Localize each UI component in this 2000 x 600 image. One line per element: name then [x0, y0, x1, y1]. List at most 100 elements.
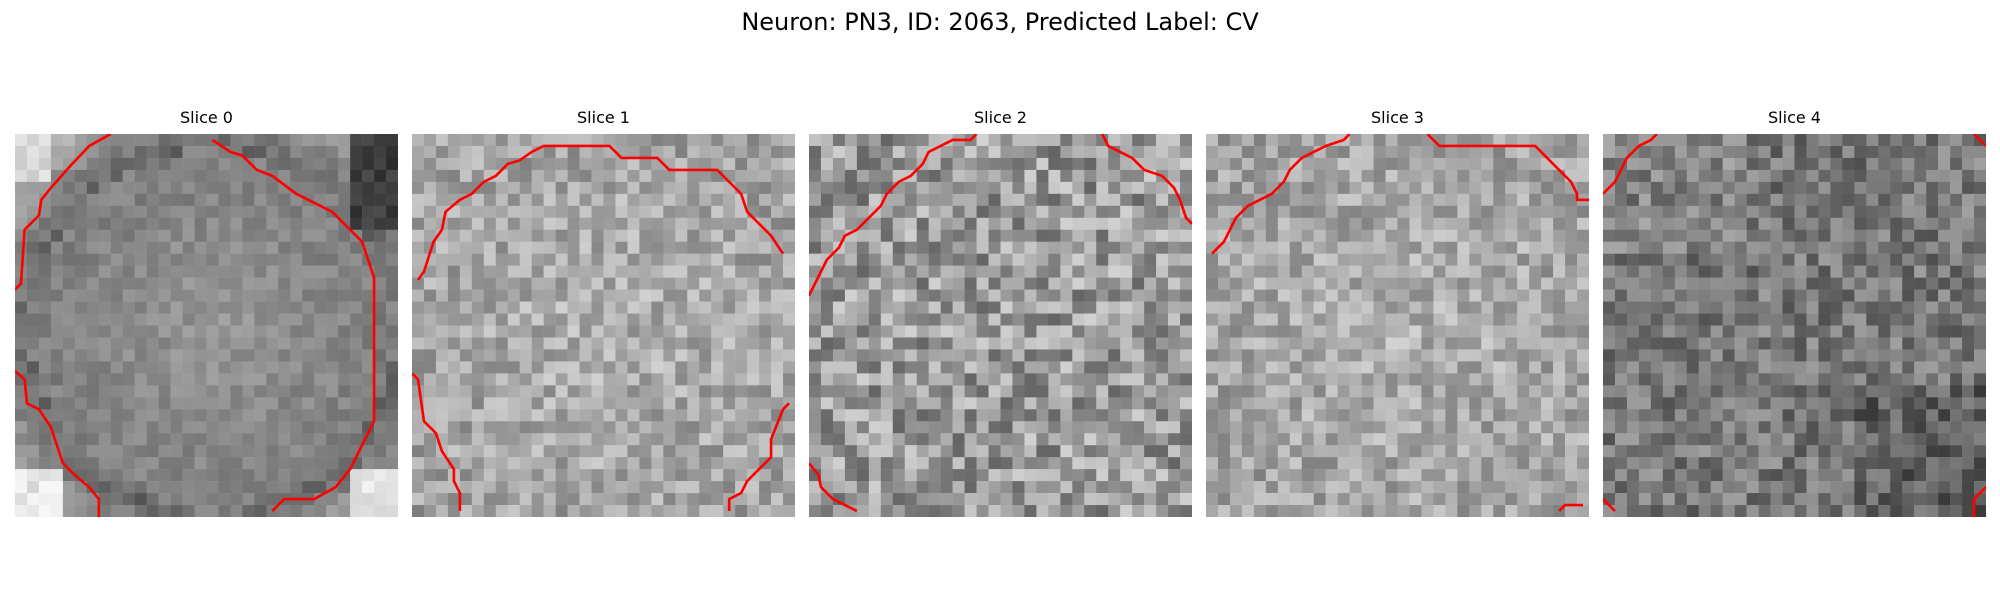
pixel: [555, 145, 568, 159]
pixel: [1650, 313, 1664, 326]
pixel: [1481, 157, 1494, 171]
pixel: [1662, 193, 1676, 207]
pixel: [1650, 409, 1664, 422]
pixel: [627, 301, 640, 314]
pixel: [62, 433, 76, 446]
pixel: [868, 181, 882, 195]
pixel: [904, 325, 917, 338]
pixel: [1349, 134, 1362, 147]
pixel: [1565, 289, 1578, 302]
pixel: [1241, 169, 1255, 183]
pixel: [158, 217, 171, 230]
pixel: [1493, 325, 1506, 338]
pixel: [1217, 421, 1231, 434]
pixel: [543, 193, 556, 207]
pixel: [338, 265, 351, 278]
pixel: [1469, 241, 1482, 254]
pixel: [1902, 289, 1915, 302]
pixel: [435, 469, 449, 482]
pixel: [1662, 229, 1676, 242]
pixel: [326, 337, 339, 350]
pixel: [1206, 373, 1219, 386]
pixel: [1926, 361, 1939, 374]
pixel: [1337, 181, 1350, 195]
pixel: [1614, 229, 1628, 242]
pixel: [1325, 469, 1338, 482]
pixel: [1734, 289, 1747, 302]
pixel: [976, 397, 989, 410]
pixel: [230, 217, 243, 230]
pixel: [447, 134, 461, 147]
pixel: [386, 421, 398, 434]
pixel: [350, 385, 363, 398]
pixel: [928, 313, 941, 326]
pixel: [759, 445, 772, 458]
pixel: [206, 193, 219, 207]
pixel: [904, 433, 917, 446]
pixel: [62, 145, 76, 159]
pixel: [1373, 265, 1386, 278]
pixel: [1108, 205, 1121, 219]
pixel: [687, 337, 700, 350]
pixel: [591, 469, 604, 482]
pixel: [507, 277, 520, 290]
pixel: [555, 469, 568, 482]
pixel: [1313, 409, 1326, 422]
pixel: [182, 313, 195, 326]
pixel: [1938, 217, 1951, 230]
pixel: [1373, 313, 1386, 326]
pixel: [495, 265, 508, 278]
pixel: [1385, 205, 1398, 219]
pixel: [435, 301, 449, 314]
pixel: [916, 397, 929, 410]
pixel: [1445, 493, 1458, 506]
pixel: [98, 229, 111, 242]
pixel: [1758, 169, 1771, 183]
pixel: [1974, 397, 1986, 410]
pixel: [868, 217, 882, 230]
pixel: [374, 409, 387, 422]
pixel: [820, 349, 834, 362]
pixel: [1974, 421, 1986, 434]
pixel: [567, 493, 580, 506]
pixel: [1206, 385, 1219, 398]
pixel: [1505, 217, 1518, 230]
pixel: [1950, 289, 1963, 302]
pixel: [122, 325, 135, 338]
pixel: [290, 421, 303, 434]
pixel: [964, 145, 977, 159]
pixel: [1565, 253, 1578, 266]
pixel: [471, 493, 485, 506]
pixel: [338, 134, 351, 147]
pixel: [74, 397, 88, 410]
pixel: [435, 421, 449, 434]
pixel: [15, 409, 28, 422]
pixel: [230, 277, 243, 290]
pixel: [1072, 301, 1085, 314]
pixel: [711, 481, 724, 494]
pixel: [1950, 145, 1963, 159]
pixel: [1854, 361, 1867, 374]
pixel: [423, 373, 437, 386]
pixel: [1806, 229, 1819, 242]
pixel: [1289, 253, 1302, 266]
pixel: [1132, 265, 1145, 278]
pixel: [1758, 277, 1771, 290]
pixel: [290, 505, 303, 517]
pixel: [1409, 433, 1422, 446]
pixel: [1650, 277, 1664, 290]
pixel: [1710, 145, 1723, 159]
pixel: [844, 289, 858, 302]
pixel: [976, 253, 989, 266]
pixel: [1914, 241, 1927, 254]
pixel: [435, 277, 449, 290]
pixel: [1902, 409, 1915, 422]
pixel: [1950, 313, 1963, 326]
pixel: [1229, 373, 1243, 386]
pixel: [194, 349, 207, 362]
pixel: [1445, 145, 1458, 159]
pixel: [1577, 217, 1589, 230]
pixel: [1036, 157, 1049, 171]
pixel: [639, 134, 652, 147]
pixel: [74, 229, 88, 242]
